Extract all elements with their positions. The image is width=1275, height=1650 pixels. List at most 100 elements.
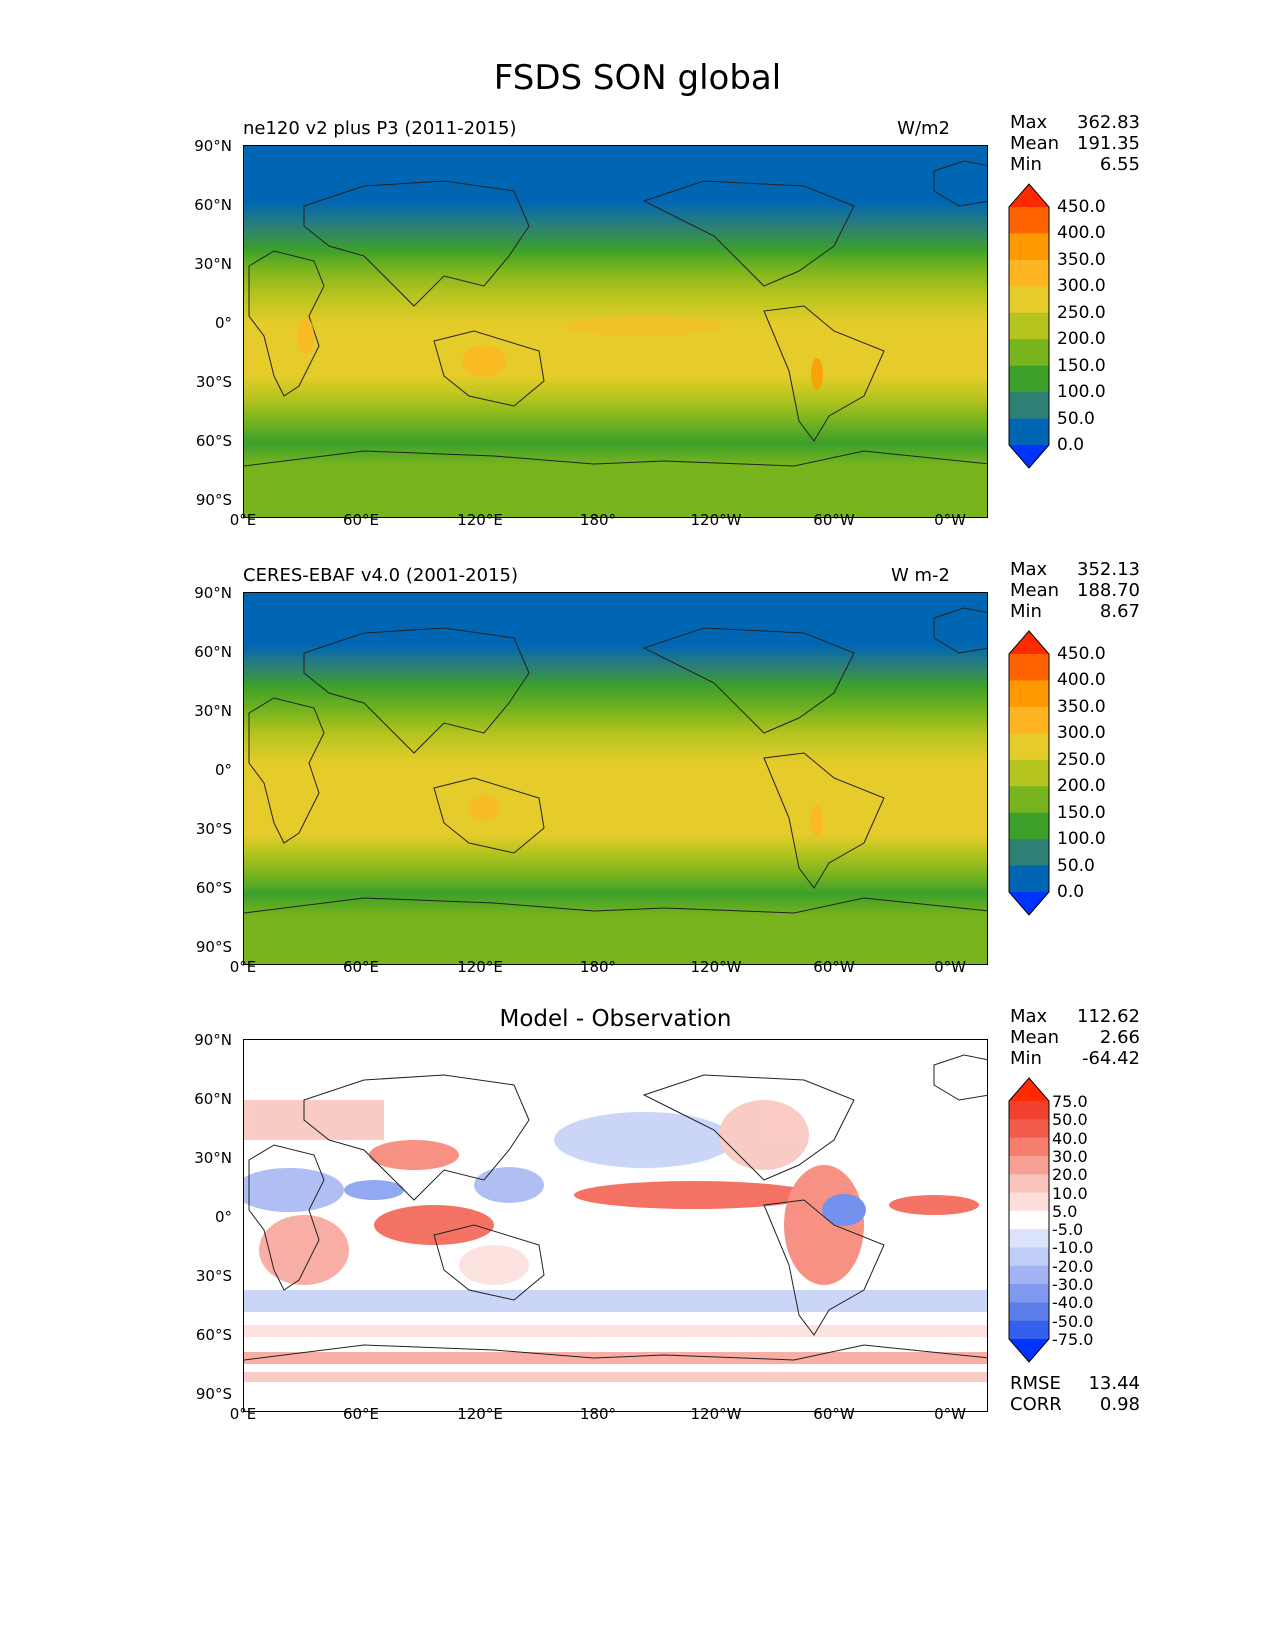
colorbar-segment (1009, 786, 1049, 814)
colorbar-segment (1009, 1247, 1049, 1267)
colorbar-tick-label: 0.0 (1057, 435, 1085, 455)
colorbar-segment (1009, 1320, 1049, 1340)
colorbar-tick-label: 40.0 (1052, 1128, 1088, 1148)
colorbar-tick-label: 200.0 (1057, 776, 1106, 797)
panel1-units: W/m2 (897, 118, 950, 139)
colorbar-tick-label: -30.0 (1052, 1275, 1094, 1295)
panel3-lon-tick: 60°E (342, 1405, 380, 1423)
colorbar-segment (1009, 1302, 1049, 1322)
colorbar-tick-label: 0.0 (1057, 882, 1085, 902)
colorbar-tick-label: 20.0 (1052, 1165, 1088, 1185)
colorbar-tick-label: -75.0 (1052, 1330, 1094, 1349)
colorbar-segment (1009, 259, 1049, 287)
colorbar-tick-label: -10.0 (1052, 1238, 1094, 1258)
panel1-lat-tick: 30°S (195, 373, 232, 391)
colorbar-extend-max (1009, 184, 1049, 207)
colorbar-segment (1009, 839, 1049, 867)
panel3-lat-tick: 90°N (194, 1031, 232, 1049)
colorbar-segment (1009, 812, 1049, 840)
colorbar-tick-label: 5.0 (1052, 1201, 1078, 1221)
panel1-lat-tick: 60°N (194, 196, 232, 214)
panel3-lat-tick: 90°S (195, 1385, 232, 1403)
panel2-map (243, 592, 988, 965)
colorbar-segment (1009, 392, 1049, 420)
panel2-lat-tick: 30°N (194, 702, 232, 720)
panel1-lat-tick: 0° (214, 314, 232, 332)
panel1-map (243, 145, 988, 518)
panel1-lat-tick: 60°S (195, 432, 232, 450)
colorbar-segment (1009, 706, 1049, 734)
panel1-stat-min: Min 6.55 (1010, 154, 1140, 175)
colorbar-extend-max (1009, 631, 1049, 654)
colorbar-segment (1009, 1284, 1049, 1303)
colorbar-segment (1009, 1265, 1049, 1285)
panel2-coastlines (244, 607, 987, 914)
panel3-lon-tick: 0°E (229, 1405, 257, 1423)
panel3-lon-tick: 120°W (690, 1405, 742, 1423)
colorbar-tick-label: 450.0 (1057, 197, 1106, 217)
colorbar-tick-label: 250.0 (1057, 749, 1106, 770)
colorbar-tick-label: 100.0 (1057, 382, 1106, 403)
panel2-lon-tick: 180° (579, 958, 617, 976)
panel2-subtitle: CERES-EBAF v4.0 (2001-2015) (243, 565, 519, 586)
panel1-stat-mean: Mean 191.35 (1010, 133, 1140, 154)
panel1-coastlines (244, 160, 987, 467)
panel2-lat-tick: 90°S (195, 938, 232, 956)
panel1-lon-tick: 120°E (457, 511, 503, 529)
panel3-lat-tick: 30°N (194, 1149, 232, 1167)
colorbar-segment (1009, 286, 1049, 314)
panel2-lat-tick: 30°S (195, 820, 232, 838)
colorbar-segment (1009, 339, 1049, 367)
colorbar-segment (1009, 365, 1049, 393)
colorbar-segment (1009, 680, 1049, 708)
panel3-lon-tick: 120°E (457, 1405, 503, 1423)
colorbar-segment (1009, 1101, 1049, 1120)
panel3-map (243, 1039, 988, 1412)
colorbar-tick-label: 300.0 (1057, 276, 1106, 297)
colorbar-segment (1009, 1229, 1049, 1248)
colorbar-segment (1009, 312, 1049, 340)
colorbar-tick-label: 100.0 (1057, 829, 1106, 850)
panel3-difference-field (244, 1054, 987, 1382)
panel2-lon-tick: 0°E (229, 958, 257, 976)
colorbar-tick-label: 300.0 (1057, 723, 1106, 744)
colorbar-tick-label: 50.0 (1052, 1110, 1088, 1130)
panel3-stat-min: Min -64.42 (1010, 1048, 1140, 1069)
panel2-lat-tick: 90°N (194, 584, 232, 602)
colorbar-segment (1009, 1210, 1049, 1230)
colorbar-segment (1009, 1137, 1049, 1157)
colorbar-segment (1009, 1174, 1049, 1194)
panel1-lat-tick: 90°S (195, 491, 232, 509)
panel2-stat-max: Max 352.13 (1010, 559, 1140, 580)
panel3-lat-tick: 30°S (195, 1267, 232, 1285)
panel1-lat-tick: 30°N (194, 255, 232, 273)
panel3-colorbar (1008, 1077, 1050, 1363)
panel2-lon-tick: 120°W (690, 958, 742, 976)
panel2-lon-tick: 0°W (934, 958, 966, 976)
panel2-lat-tick: 0° (214, 761, 232, 779)
colorbar-extend-max (1009, 1078, 1049, 1101)
colorbar-segment (1009, 418, 1049, 446)
colorbar-tick-label: -20.0 (1052, 1256, 1094, 1276)
panel3-rmse: RMSE 13.44 (1010, 1373, 1140, 1394)
colorbar-tick-label: 350.0 (1057, 696, 1106, 717)
colorbar-tick-label: 200.0 (1057, 329, 1106, 350)
panel1-lon-tick: 60°W (813, 511, 855, 529)
colorbar-outline (1008, 630, 1050, 916)
panel3-corr: CORR 0.98 (1010, 1394, 1140, 1415)
panel3-stat-max: Max 112.62 (1010, 1006, 1140, 1027)
panel1-colorbar (1008, 183, 1050, 469)
panel2-stat-min: Min 8.67 (1010, 601, 1140, 622)
colorbar-tick-label: -5.0 (1052, 1220, 1084, 1240)
panel2-lon-tick: 120°E (457, 958, 503, 976)
colorbar-segment (1009, 759, 1049, 787)
colorbar-segment (1009, 865, 1049, 893)
figure-title: FSDS SON global (493, 58, 782, 98)
colorbar-segment (1009, 1155, 1049, 1175)
panel1-lat-tick: 90°N (194, 137, 232, 155)
colorbar-tick-label: 50.0 (1057, 408, 1095, 429)
panel1-lon-tick: 60°E (342, 511, 380, 529)
panel2-lon-tick: 60°W (813, 958, 855, 976)
panel1-lon-tick: 180° (579, 511, 617, 529)
panel2-lat-tick: 60°S (195, 879, 232, 897)
